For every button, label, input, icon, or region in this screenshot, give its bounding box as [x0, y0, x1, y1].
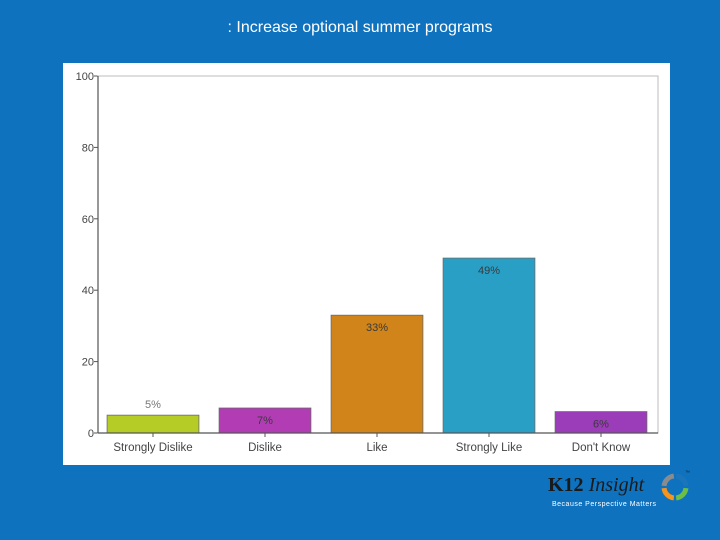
logo-ring-segment	[661, 487, 675, 501]
slide-title: : Increase optional summer programs	[227, 19, 493, 36]
data-label-1: 7%	[257, 415, 273, 427]
logo-ring-segment	[675, 473, 689, 487]
x-category-label: Strongly Like	[456, 442, 522, 454]
x-category-label: Don't Know	[572, 442, 631, 454]
y-tick-label: 0	[88, 428, 94, 440]
y-tick-label: 80	[82, 142, 94, 154]
y-tick-label: 60	[82, 214, 94, 226]
data-label-0: 5%	[145, 399, 161, 411]
y-tick-label: 100	[76, 71, 94, 83]
k12-insight-logo: K12 Insight ™ Because Perspective Matter…	[548, 470, 698, 515]
data-label-2: 33%	[366, 322, 388, 334]
x-category-label: Like	[366, 442, 387, 454]
logo-trademark: ™	[685, 470, 690, 476]
bar-2	[330, 314, 424, 434]
logo-k12: K12	[548, 474, 584, 496]
chart-panel: 0 20 40 60 80 100 5% 7% 33% 49% 6% Strongly Disli…	[63, 63, 670, 465]
x-axis-labels: Strongly Dislike Dislike Like Strongly Like…	[113, 433, 631, 454]
logo-insight: Insight	[588, 474, 645, 496]
y-tick-label: 40	[82, 285, 94, 297]
bar-chart: 0 20 40 60 80 100 5% 7% 33% 49% 6% Strongly Disli…	[76, 71, 659, 454]
data-label-3: 49%	[478, 265, 500, 277]
x-category-label: Strongly Dislike	[113, 442, 192, 454]
logo-ring-segment	[661, 473, 675, 487]
bar-0	[106, 414, 200, 434]
logo-ring-segment	[675, 487, 689, 501]
bar-3	[442, 257, 536, 434]
data-label-4: 6%	[593, 419, 609, 431]
y-axis-ticks: 0 20 40 60 80 100	[76, 71, 98, 440]
y-tick-label: 20	[82, 357, 94, 369]
bars: 5% 7% 33% 49% 6%	[106, 257, 648, 434]
x-category-label: Dislike	[248, 442, 282, 454]
logo-tagline: Because Perspective Matters	[552, 501, 657, 508]
logo-wordmark: K12 Insight	[548, 474, 644, 497]
logo-ring-icon	[661, 473, 689, 501]
